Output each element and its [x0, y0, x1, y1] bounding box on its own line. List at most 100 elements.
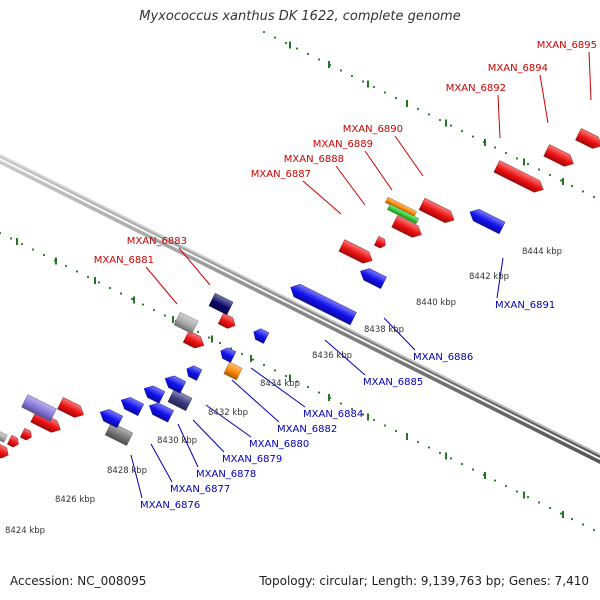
backbone-line: [0, 153, 600, 459]
tick-dot: [9, 237, 13, 240]
gene-label: MXAN_6876: [140, 500, 200, 511]
tick-dot: [196, 330, 200, 334]
tick-dot: [119, 292, 123, 295]
leader-line: [539, 74, 549, 124]
tick-dot: [449, 124, 453, 127]
tick-dot: [31, 248, 35, 251]
tick-dot: [130, 297, 134, 301]
backbone-highlight: [0, 154, 600, 456]
gene-feature: [149, 402, 174, 423]
tick-dot: [240, 352, 244, 356]
scale-label: 8428 kbp: [107, 466, 147, 476]
tick-dot: [526, 162, 530, 166]
tick-dot: [460, 462, 464, 466]
tick-dot: [64, 264, 68, 268]
scale-label: 8434 kbp: [260, 379, 300, 389]
gene-feature: [186, 365, 203, 381]
tick-dot: [416, 440, 420, 444]
gene-feature: [20, 428, 32, 441]
gene-feature: [217, 312, 236, 329]
tick-dot: [493, 479, 497, 482]
gene-feature: [374, 236, 386, 249]
gene-label: MXAN_6891: [495, 300, 555, 311]
gene-feature: [493, 160, 544, 193]
gene-label: MXAN_6877: [170, 484, 230, 495]
tick-dot: [97, 281, 101, 284]
tick-dot: [537, 168, 541, 171]
gene-label: MXAN_6878: [196, 469, 256, 480]
tick-dot: [262, 30, 266, 34]
leader-line: [231, 379, 280, 423]
gene-label: MXAN_6895: [537, 40, 597, 51]
tick-dot: [207, 336, 211, 339]
tick-dot: [570, 517, 574, 521]
gene-label: MXAN_6884: [303, 409, 363, 420]
gene-label: MXAN_6890: [343, 124, 403, 135]
tick-dot: [416, 107, 420, 111]
gene-feature: [208, 292, 234, 316]
gene-label: MXAN_6894: [488, 63, 548, 74]
gene-label: MXAN_6885: [363, 377, 423, 388]
leader-line: [130, 454, 143, 499]
gene-feature: [173, 311, 199, 335]
scale-label: 8444 kbp: [522, 247, 562, 257]
gene-feature: [338, 239, 373, 264]
gene-features: [0, 128, 600, 459]
leader-line: [178, 247, 211, 286]
tick-dot: [548, 173, 552, 177]
tick-dot: [295, 47, 299, 50]
leader-line: [177, 423, 199, 468]
gene-label: MXAN_6879: [222, 454, 282, 465]
leader-line: [192, 419, 225, 453]
tick-dot: [339, 402, 343, 405]
tick-dot: [570, 184, 574, 188]
tick-dot: [537, 501, 541, 504]
leader-line: [588, 51, 592, 101]
gene-feature: [164, 375, 187, 394]
gene-feature: [223, 361, 243, 381]
gene-feature: [290, 284, 357, 326]
tick-dot: [471, 468, 475, 471]
gene-label: MXAN_6886: [413, 352, 473, 363]
tick-dot: [262, 363, 266, 367]
tick-dot: [350, 74, 354, 78]
leader-line: [335, 165, 366, 206]
scale-label: 8440 kbp: [416, 298, 456, 308]
scale-label: 8436 kbp: [312, 351, 352, 361]
scale-label: 8438 kbp: [364, 325, 404, 335]
tick-dot: [75, 270, 79, 273]
tick-dot: [515, 157, 519, 160]
gene-feature: [167, 388, 193, 412]
scale-label: 8424 kbp: [5, 526, 45, 536]
tick-dot: [361, 413, 365, 416]
gene-feature: [143, 385, 166, 404]
gene-feature: [0, 431, 8, 443]
tick-dot: [504, 484, 508, 488]
tick-dot: [581, 523, 585, 526]
tick-dot: [493, 146, 497, 149]
backbone: [0, 153, 600, 465]
genome-stats-text: Topology: circular; Length: 9,139,763 bp…: [259, 574, 589, 588]
tick-dot: [306, 52, 310, 56]
gene-feature: [469, 209, 506, 235]
tick-dot: [559, 179, 563, 182]
gene-feature: [120, 397, 145, 417]
tick-dot: [163, 314, 167, 317]
tick-dot: [383, 91, 387, 94]
gene-feature: [104, 422, 134, 446]
leader-line: [364, 150, 393, 191]
accession-text: Accession: NC_008095: [10, 574, 147, 588]
tick-dot: [372, 418, 376, 422]
gene-label: MXAN_6892: [446, 83, 506, 94]
gene-feature: [0, 443, 9, 459]
gene-feature: [21, 394, 57, 422]
leader-line: [324, 339, 366, 376]
tick-dot: [592, 195, 596, 199]
tick-dot: [383, 424, 387, 427]
gene-feature: [543, 144, 574, 167]
gene-label: MXAN_6889: [313, 139, 373, 150]
tick-dot: [42, 253, 46, 257]
gene-feature: [418, 197, 455, 223]
tick-dot: [284, 41, 288, 45]
tick-dot: [339, 69, 343, 72]
